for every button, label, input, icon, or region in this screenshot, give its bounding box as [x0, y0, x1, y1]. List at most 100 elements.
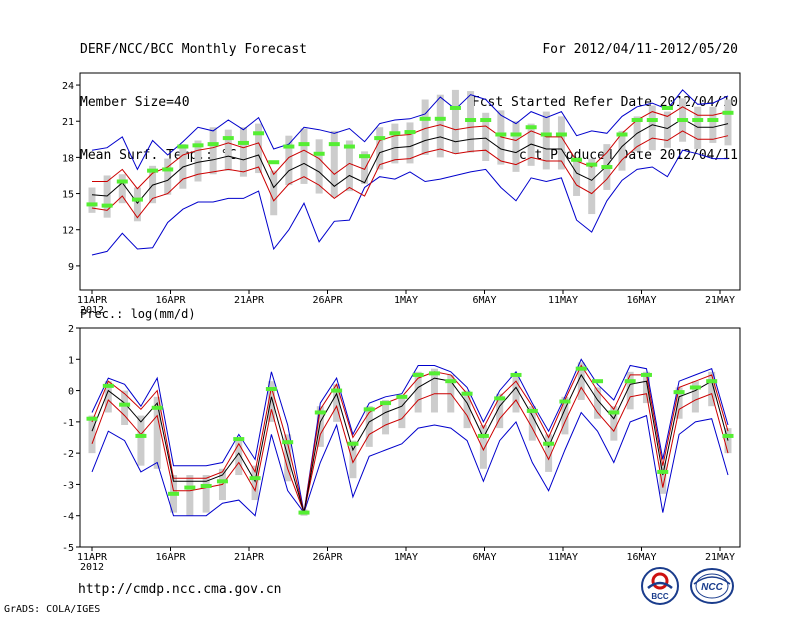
x-tick-label: 11APR — [77, 552, 108, 563]
obs-bar — [116, 179, 128, 184]
spread-box — [626, 371, 634, 410]
obs-bar — [151, 405, 163, 410]
obs-bar — [374, 136, 386, 141]
spread-box — [391, 123, 399, 164]
spread-box — [235, 437, 243, 476]
obs-bar — [480, 118, 492, 123]
spread-box — [104, 381, 112, 413]
spread-box — [724, 99, 732, 146]
obs-bar — [510, 132, 522, 137]
spread-box — [406, 122, 414, 164]
spread-box — [202, 475, 210, 513]
spread-box — [577, 362, 585, 400]
upper-line — [91, 364, 729, 513]
bcc-logo: BCC — [641, 567, 679, 605]
spread-box — [709, 106, 717, 143]
y-tick-label: -2 — [62, 449, 74, 460]
spread-box — [648, 105, 656, 151]
spread-box — [618, 130, 626, 171]
chart-title: DERF/NCC/BCC Monthly Forecast — [80, 42, 307, 57]
obs-bar — [192, 143, 204, 148]
plot-frame — [79, 327, 741, 548]
grads-credit: GrADS: COLA/IGES — [4, 604, 101, 615]
x-tick-label: 16APR — [155, 295, 186, 306]
max-line — [91, 89, 729, 171]
x-tick-label: 6MAY — [472, 552, 496, 563]
spread-box — [694, 106, 702, 149]
spread-box — [497, 110, 505, 165]
obs-bar — [177, 144, 189, 149]
obs-bar — [465, 118, 477, 123]
spread-box — [430, 368, 438, 413]
obs-bar — [692, 118, 704, 123]
obs-bar — [282, 440, 294, 445]
spread-box — [179, 144, 187, 189]
obs-bar — [616, 132, 628, 137]
obs-bar — [313, 151, 325, 156]
spread-box — [482, 112, 490, 162]
ncc-logo-text: NCC — [701, 582, 723, 593]
spread-box — [316, 406, 324, 447]
spread-box — [451, 89, 459, 154]
spread-box — [691, 381, 699, 413]
obs-bar — [314, 410, 326, 415]
obs-bar — [722, 433, 734, 438]
spread-box — [224, 129, 232, 171]
spread-box — [270, 170, 278, 216]
spread-box — [724, 428, 732, 454]
obs-bar — [249, 476, 261, 481]
y-tick-label: -3 — [62, 480, 74, 491]
spread-box — [382, 399, 390, 435]
obs-bar — [586, 162, 598, 167]
footer-url[interactable]: http://cmdp.ncc.cma.gov.cn — [78, 582, 282, 597]
spread-box — [496, 393, 504, 429]
spread-box — [345, 140, 353, 192]
spread-box — [588, 158, 596, 215]
obs-bar — [328, 142, 340, 147]
chart-panel-2: -5 -4 -3 -2 -1 0 1 2 11APR 16APR 21APR 26APR 1MAY 6MA… — [62, 307, 741, 573]
obs-bar — [359, 154, 371, 159]
spread-box — [88, 415, 96, 454]
obs-bar — [428, 371, 440, 376]
obs-bar — [661, 105, 673, 110]
spread-box — [121, 390, 129, 425]
spread-box — [333, 384, 341, 422]
obs-bar — [298, 142, 310, 147]
spread-box — [463, 390, 471, 429]
spread-box — [561, 396, 569, 435]
lower-line — [91, 130, 729, 219]
spread-box — [361, 151, 369, 184]
obs-bar — [592, 379, 604, 384]
obs-bar — [268, 160, 280, 165]
spread-box — [708, 371, 716, 407]
spread-box — [512, 374, 520, 413]
spread-box — [436, 94, 444, 158]
x-tick-label: 26APR — [312, 552, 343, 563]
obs-bar — [298, 510, 310, 515]
y-tick-label: 15 — [62, 190, 74, 201]
spread-box — [398, 396, 406, 429]
spread-box — [376, 127, 384, 170]
obs-bar — [265, 387, 277, 392]
spread-box — [659, 462, 667, 494]
y-tick-label: -5 — [62, 543, 74, 554]
spread-box — [557, 116, 565, 170]
obs-bar — [525, 125, 537, 130]
spread-box — [610, 406, 618, 441]
x-year-label: 2012 — [80, 562, 104, 573]
spread-box — [164, 158, 172, 195]
obs-bar — [601, 165, 613, 170]
x-tick-label: 21APR — [234, 552, 265, 563]
y-tick-label: -1 — [62, 418, 74, 429]
spread-box — [663, 111, 671, 148]
x-year-label: 2012 — [80, 305, 104, 316]
spread-box — [149, 165, 157, 204]
spread-box — [528, 406, 536, 441]
produced-date: Fcst Produced Date 2012/04/11 — [511, 148, 738, 163]
mean-line — [91, 373, 729, 513]
spread-box — [239, 127, 247, 177]
obs-bar — [237, 140, 249, 145]
obs-bar — [135, 433, 147, 438]
y-tick-label: 21 — [62, 117, 74, 128]
